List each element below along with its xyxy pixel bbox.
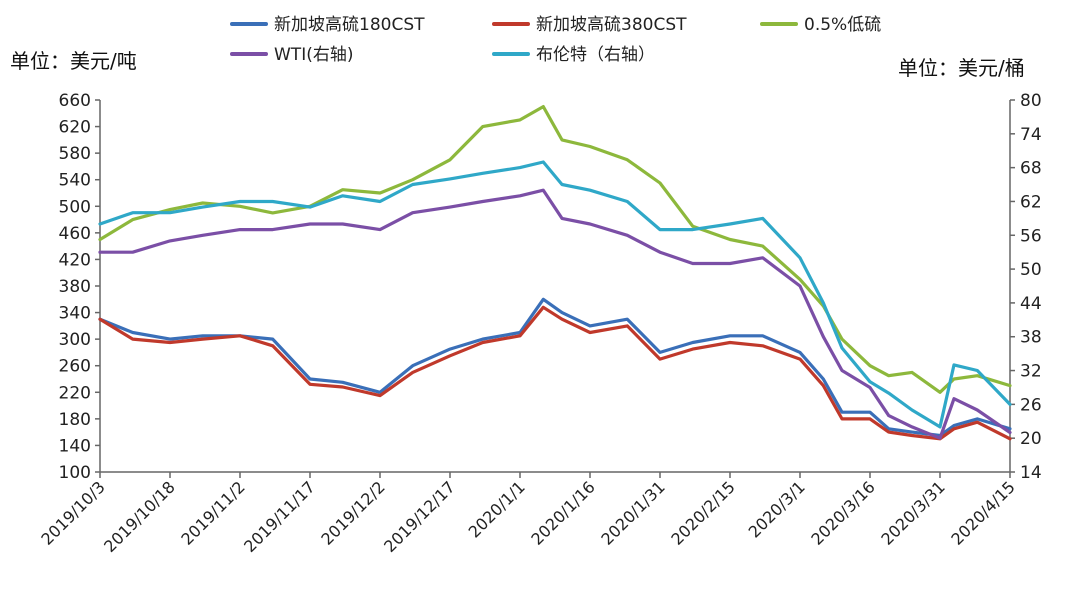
y-left-tick-label: 540 [59, 171, 91, 191]
series-line-5 [98, 160, 1012, 429]
x-tick-label: 2020/4/15 [947, 477, 1018, 548]
x-tick-label: 2019/12/17 [380, 477, 459, 556]
y-right-tick-label: 14 [1020, 463, 1042, 483]
axes: 660 620 580 540 500 460 420 380 340 300 260 220 180 1… [37, 91, 1041, 556]
y-right-tick-label: 74 [1020, 125, 1042, 145]
y-left-tick-label: 220 [59, 383, 91, 403]
x-tick-label: 2020/1/1 [465, 477, 529, 541]
y-left-tick-label: 340 [59, 304, 91, 324]
series-layer [98, 104, 1012, 441]
x-tick-label: 2020/2/15 [667, 477, 738, 548]
y-left-tick-label: 620 [59, 118, 91, 138]
y-right-tick-label: 26 [1020, 395, 1042, 415]
y-left-tick-label: 460 [59, 224, 91, 244]
series-line-4 [98, 188, 1012, 440]
legend-label-5: 布伦特（右轴） [536, 45, 655, 65]
legend-label-1: 新加坡高硫180CST [274, 15, 425, 35]
y-right-tick-label: 44 [1020, 294, 1042, 314]
series-line-1 [98, 297, 1012, 438]
legend-label-2: 新加坡高硫380CST [536, 15, 687, 35]
y-left-tick-label: 500 [59, 197, 91, 217]
x-tick-label: 2019/10/18 [100, 477, 179, 556]
x-tick-label: 2019/11/17 [240, 477, 319, 556]
x-tick-label: 2019/11/2 [177, 477, 248, 548]
legend: 新加坡高硫180CST 新加坡高硫380CST 0.5%低硫 WTI(右轴) 布伦特（右… [230, 15, 881, 65]
y-left-tick-label: 580 [59, 144, 91, 164]
y-right-tick-label: 38 [1020, 328, 1042, 348]
y-right-unit-label: 单位：美元/桶 [898, 56, 1025, 80]
x-tick-label: 2020/3/31 [877, 477, 948, 548]
y-left-unit-label: 单位：美元/吨 [10, 49, 137, 73]
y-right-tick-label: 62 [1020, 192, 1042, 212]
y-left-tick-label: 660 [59, 91, 91, 111]
x-tick-label: 2020/3/1 [745, 477, 809, 541]
y-right-tick-label: 80 [1020, 91, 1042, 111]
x-tick-label: 2020/1/16 [527, 477, 598, 548]
y-left-tick-label: 180 [59, 410, 91, 430]
legend-label-3: 0.5%低硫 [804, 15, 881, 35]
x-tick-label: 2020/1/31 [597, 477, 668, 548]
x-tick-label: 2019/10/3 [37, 477, 108, 548]
y-right-tick-label: 32 [1020, 362, 1042, 382]
y-right-tick-label: 20 [1020, 429, 1042, 449]
x-tick-label: 2019/12/2 [317, 477, 388, 548]
y-left-tick-label: 420 [59, 250, 91, 270]
y-left-tick-label: 260 [59, 357, 91, 377]
series-line-2 [98, 305, 1012, 441]
y-left-tick-label: 300 [59, 330, 91, 350]
y-left-tick-label: 380 [59, 277, 91, 297]
y-right-tick-label: 56 [1020, 226, 1042, 246]
series-line-3 [98, 104, 1012, 394]
y-left-tick-label: 140 [59, 436, 91, 456]
y-right-tick-label: 50 [1020, 260, 1042, 280]
y-right-tick-label: 68 [1020, 159, 1042, 179]
legend-label-4: WTI(右轴) [274, 45, 353, 65]
y-left-tick-label: 100 [59, 463, 91, 483]
x-tick-label: 2020/3/16 [807, 477, 878, 548]
